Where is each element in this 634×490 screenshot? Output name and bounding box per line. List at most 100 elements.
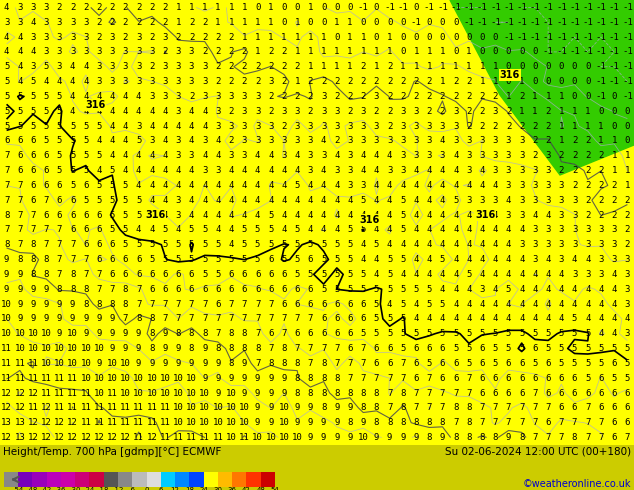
Text: 4: 4 [347,196,353,205]
Text: 2: 2 [387,77,392,86]
Text: 9: 9 [202,359,207,368]
Text: 8: 8 [242,329,247,338]
Text: 8: 8 [30,255,36,264]
Text: 3: 3 [506,211,511,220]
Text: -1: -1 [583,18,593,27]
Text: 4: 4 [413,211,418,220]
Text: 3: 3 [44,32,49,42]
Text: 10: 10 [54,359,65,368]
Text: 4: 4 [123,107,128,116]
Text: 5: 5 [400,225,406,234]
Text: 11: 11 [67,374,78,383]
Text: 0: 0 [413,3,418,12]
Text: 8: 8 [374,389,379,397]
Text: 3: 3 [295,122,300,130]
Text: 4: 4 [110,122,115,130]
Text: 3: 3 [506,136,511,146]
Text: 6: 6 [255,285,260,294]
Bar [32,472,46,487]
Text: 8: 8 [466,433,472,442]
Bar [146,472,161,487]
Text: 4: 4 [387,151,392,160]
Text: 2: 2 [493,92,498,101]
Text: 11: 11 [81,418,91,427]
Text: 5: 5 [70,122,75,130]
Text: 6: 6 [30,181,36,190]
Text: 1: 1 [559,92,564,101]
Text: 6: 6 [57,196,62,205]
Text: 2: 2 [268,48,273,56]
Text: 2: 2 [533,122,538,130]
Text: 5: 5 [321,270,327,279]
Text: 3: 3 [189,48,194,56]
Text: -1: -1 [569,3,580,12]
Text: 5: 5 [361,225,366,234]
Text: 3: 3 [123,62,128,71]
Text: 2: 2 [281,48,287,56]
Text: 5: 5 [453,344,458,353]
Text: 3: 3 [110,62,115,71]
Text: 11: 11 [107,418,118,427]
Text: 10: 10 [160,389,171,397]
Text: 4: 4 [295,166,300,175]
Text: 3: 3 [307,136,313,146]
Text: 8: 8 [374,403,379,413]
Text: 4: 4 [162,151,168,160]
Text: 4: 4 [281,166,287,175]
Text: 5: 5 [4,107,10,116]
Text: 2: 2 [149,3,155,12]
Text: 6: 6 [110,255,115,264]
Text: 8: 8 [400,403,406,413]
Text: 5: 5 [321,255,327,264]
Text: 3: 3 [361,107,366,116]
Text: 1: 1 [295,18,300,27]
Text: 10: 10 [15,344,25,353]
Text: 0: 0 [506,77,511,86]
Text: 10: 10 [94,389,105,397]
Text: 5: 5 [255,240,260,249]
Text: -1: -1 [609,32,619,42]
Bar [104,472,118,487]
Text: 2: 2 [624,196,630,205]
Text: 6: 6 [479,374,485,383]
Text: 4: 4 [453,211,458,220]
Text: 5: 5 [440,299,445,309]
Text: 0: 0 [374,32,379,42]
Text: 1: 1 [202,3,207,12]
Text: 9: 9 [242,389,247,397]
Text: 6: 6 [624,389,630,397]
Text: 4: 4 [440,181,445,190]
Text: 4: 4 [440,285,445,294]
Text: 2: 2 [149,18,155,27]
Text: 6: 6 [506,359,511,368]
Text: 1: 1 [242,32,247,42]
Text: 4: 4 [559,285,564,294]
Text: 2: 2 [334,136,339,146]
Bar [261,472,275,487]
Text: 1: 1 [321,62,327,71]
Text: 5: 5 [216,255,221,264]
Text: 9: 9 [123,329,128,338]
Text: 5: 5 [202,270,207,279]
Text: ©weatheronline.co.uk: ©weatheronline.co.uk [522,479,631,489]
Text: 4: 4 [572,285,577,294]
Text: 9: 9 [57,299,62,309]
Text: 5: 5 [189,255,194,264]
Text: 3: 3 [533,181,538,190]
Text: 2: 2 [572,136,577,146]
Text: 4: 4 [361,255,366,264]
Bar [46,472,61,487]
Text: 8: 8 [149,315,155,323]
Text: 2: 2 [427,107,432,116]
Text: 5: 5 [44,136,49,146]
Text: 4: 4 [162,122,168,130]
Text: 3: 3 [17,18,22,27]
Text: 3: 3 [268,136,273,146]
Text: 7: 7 [572,418,577,427]
Text: 6: 6 [17,151,22,160]
Text: 1: 1 [413,62,418,71]
Text: 11: 11 [28,359,39,368]
Text: 9: 9 [110,344,115,353]
Text: 8: 8 [295,359,300,368]
Text: 4: 4 [307,211,313,220]
